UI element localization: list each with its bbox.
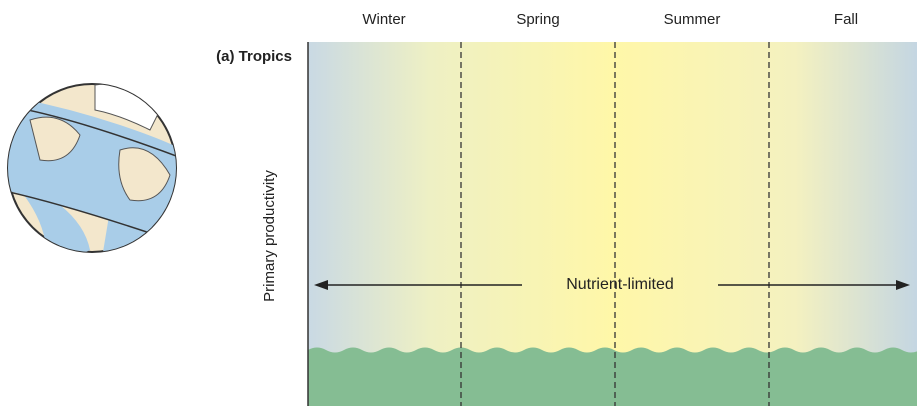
panel-label: (a) Tropics (216, 48, 292, 65)
productivity-area (308, 347, 917, 406)
annotation: Nutrient-limited (566, 276, 674, 293)
plot-background (308, 42, 917, 406)
annotation-arrow (314, 280, 910, 290)
y-axis-label: Primary productivity (261, 170, 278, 302)
season-label: Spring (516, 11, 559, 28)
season-label: Summer (664, 11, 721, 28)
season-dividers (460, 42, 770, 406)
globe (7, 83, 177, 253)
season-label: Fall (834, 11, 858, 28)
season-label: Winter (362, 11, 405, 28)
